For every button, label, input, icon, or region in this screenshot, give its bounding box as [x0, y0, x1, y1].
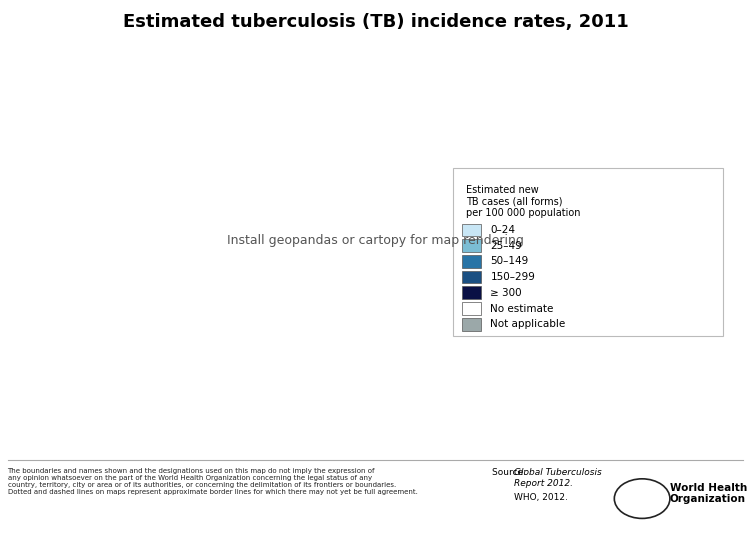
- Text: 150–299: 150–299: [490, 272, 535, 282]
- Bar: [462, 239, 481, 252]
- Text: Estimated new
TB cases (all forms)
per 100 000 population: Estimated new TB cases (all forms) per 1…: [466, 185, 580, 218]
- Bar: [462, 255, 481, 268]
- Text: Source:: Source:: [492, 468, 529, 477]
- Text: Estimated tuberculosis (TB) incidence rates, 2011: Estimated tuberculosis (TB) incidence ra…: [122, 13, 629, 32]
- Text: The boundaries and names shown and the designations used on this map do not impl: The boundaries and names shown and the d…: [8, 468, 418, 495]
- Text: Not applicable: Not applicable: [490, 319, 566, 329]
- Bar: [462, 318, 481, 331]
- Bar: [462, 271, 481, 284]
- Bar: [462, 302, 481, 315]
- Bar: [453, 169, 723, 336]
- Text: Global Tuberculosis
Report 2012.: Global Tuberculosis Report 2012.: [514, 468, 602, 487]
- Text: WHO, 2012.: WHO, 2012.: [514, 493, 569, 502]
- Text: ≥ 300: ≥ 300: [490, 288, 522, 298]
- Text: 50–149: 50–149: [490, 256, 529, 266]
- Bar: [462, 286, 481, 299]
- Bar: [462, 224, 481, 236]
- Text: World Health
Organization: World Health Organization: [670, 483, 747, 504]
- Text: 0–24: 0–24: [490, 225, 515, 235]
- Text: Install geopandas or cartopy for map rendering: Install geopandas or cartopy for map ren…: [227, 234, 524, 247]
- Text: No estimate: No estimate: [490, 303, 553, 314]
- Text: 25–49: 25–49: [490, 241, 522, 250]
